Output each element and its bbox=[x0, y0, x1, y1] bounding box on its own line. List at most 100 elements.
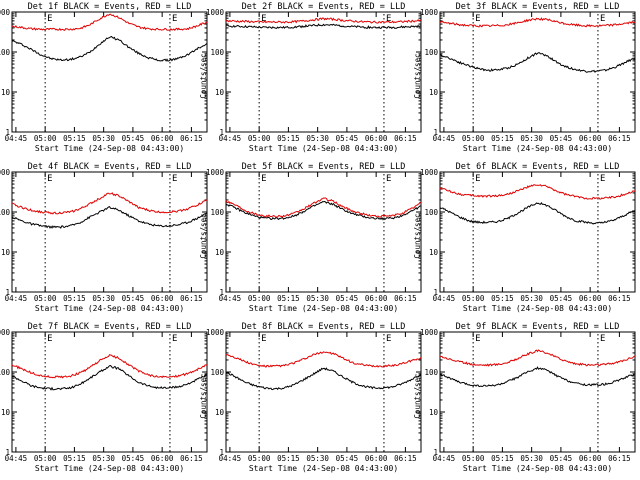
y-axis-label: Counts/sec bbox=[413, 373, 422, 418]
detector-panel: Det 5f BLACK = Events, RED = LLD 1 10 100 10… bbox=[199, 162, 422, 313]
event-marker-label: E bbox=[261, 14, 266, 24]
x-tick-label: 05:15 bbox=[277, 454, 300, 463]
y-tick-label: 1000 bbox=[420, 8, 439, 17]
x-tick-label: 05:00 bbox=[462, 294, 485, 303]
x-tick-label: 05:30 bbox=[306, 294, 329, 303]
x-tick-label: 05:00 bbox=[34, 454, 57, 463]
lld-series-line bbox=[11, 192, 208, 215]
lld-series-line bbox=[11, 13, 208, 31]
y-tick-label: 10 bbox=[429, 248, 439, 257]
x-tick-label: 04:45 bbox=[219, 294, 242, 303]
x-tick-label: 06:00 bbox=[579, 294, 602, 303]
x-tick-label: 06:15 bbox=[180, 454, 203, 463]
events-series-line bbox=[226, 367, 422, 391]
lld-series-line bbox=[225, 17, 422, 24]
x-tick-label: 05:30 bbox=[520, 134, 543, 143]
y-tick-label: 1000 bbox=[206, 328, 225, 337]
x-tick-label: 06:00 bbox=[365, 134, 388, 143]
y-tick-label: 100 bbox=[210, 48, 224, 57]
x-tick-label: 05:00 bbox=[462, 454, 485, 463]
y-tick-label: 100 bbox=[424, 48, 438, 57]
events-series-line bbox=[439, 202, 636, 225]
x-tick-label: 05:00 bbox=[462, 134, 485, 143]
lld-series-line bbox=[440, 349, 636, 367]
x-tick-label: 05:30 bbox=[306, 134, 329, 143]
x-axis-label: Start Time (24-Sep-08 04:43:00) bbox=[249, 144, 398, 153]
x-tick-label: 05:30 bbox=[306, 454, 329, 463]
y-tick-label: 100 bbox=[210, 208, 224, 217]
panel-title: Det 9f BLACK = Events, RED = LLD bbox=[456, 322, 620, 332]
x-tick-label: 05:15 bbox=[491, 134, 514, 143]
plot-frame bbox=[225, 171, 422, 293]
detector-panel: Det 1f BLACK = Events, RED = LLD 1 10 100 10… bbox=[0, 2, 208, 153]
x-tick-label: 06:00 bbox=[365, 454, 388, 463]
x-tick-label: 06:15 bbox=[394, 134, 417, 143]
y-tick-label: 10 bbox=[1, 88, 11, 97]
x-tick-label: 05:00 bbox=[248, 454, 271, 463]
y-tick-label: 1 bbox=[433, 448, 438, 457]
event-marker-label: E bbox=[386, 174, 391, 184]
y-tick-label: 10 bbox=[429, 408, 439, 417]
x-tick-label: 05:15 bbox=[491, 294, 514, 303]
y-tick-label: 10 bbox=[1, 408, 11, 417]
event-marker-label: E bbox=[172, 174, 177, 184]
x-tick-label: 05:15 bbox=[63, 454, 86, 463]
plot-frame bbox=[439, 331, 636, 453]
y-tick-label: 1000 bbox=[206, 8, 225, 17]
y-tick-label: 1000 bbox=[420, 168, 439, 177]
y-axis-label: Counts/sec bbox=[413, 213, 422, 258]
panel-title: Det 4f BLACK = Events, RED = LLD bbox=[28, 162, 192, 172]
events-series-line bbox=[11, 35, 208, 62]
detector-panel: Det 9f BLACK = Events, RED = LLD 1 10 100 10… bbox=[413, 322, 636, 473]
x-tick-label: 05:15 bbox=[277, 294, 300, 303]
x-axis-label: Start Time (24-Sep-08 04:43:00) bbox=[35, 464, 184, 473]
event-marker-label: E bbox=[261, 334, 266, 344]
x-tick-label: 05:45 bbox=[336, 134, 359, 143]
events-series-line bbox=[225, 200, 422, 221]
x-tick-label: 06:15 bbox=[394, 294, 417, 303]
x-tick-label: 04:45 bbox=[5, 134, 28, 143]
lld-series-line bbox=[439, 17, 636, 28]
detector-panel: Det 8f BLACK = Events, RED = LLD 1 10 100 10… bbox=[199, 322, 422, 473]
x-tick-label: 04:45 bbox=[5, 454, 28, 463]
event-marker-label: E bbox=[172, 14, 177, 24]
y-tick-label: 10 bbox=[215, 408, 225, 417]
x-axis-label: Start Time (24-Sep-08 04:43:00) bbox=[249, 464, 398, 473]
y-tick-label: 1000 bbox=[206, 168, 225, 177]
x-tick-label: 05:15 bbox=[63, 134, 86, 143]
plot-frame bbox=[439, 171, 636, 293]
y-tick-label: 100 bbox=[0, 48, 10, 57]
plot-frame bbox=[225, 11, 422, 133]
x-tick-label: 05:00 bbox=[34, 294, 57, 303]
x-tick-label: 06:15 bbox=[394, 454, 417, 463]
x-tick-label: 05:15 bbox=[63, 294, 86, 303]
plot-frame bbox=[11, 11, 208, 133]
x-tick-label: 06:15 bbox=[180, 134, 203, 143]
events-series-line bbox=[439, 366, 636, 388]
x-tick-label: 04:45 bbox=[219, 134, 242, 143]
y-tick-label: 10 bbox=[215, 88, 225, 97]
lld-series-line bbox=[11, 354, 208, 379]
x-tick-label: 06:00 bbox=[365, 294, 388, 303]
x-tick-label: 06:00 bbox=[151, 454, 174, 463]
x-tick-label: 06:15 bbox=[608, 134, 631, 143]
lld-series-line bbox=[225, 197, 422, 218]
x-axis-label: Start Time (24-Sep-08 04:43:00) bbox=[35, 144, 184, 153]
event-marker-label: E bbox=[475, 14, 480, 24]
panel-title: Det 3f BLACK = Events, RED = LLD bbox=[456, 2, 620, 12]
event-marker-label: E bbox=[172, 334, 177, 344]
event-marker-label: E bbox=[600, 14, 605, 24]
x-tick-label: 05:30 bbox=[520, 294, 543, 303]
detector-panel: Det 4f BLACK = Events, RED = LLD 1 10 100 10… bbox=[0, 162, 208, 313]
x-tick-label: 06:00 bbox=[579, 454, 602, 463]
x-tick-label: 06:00 bbox=[151, 134, 174, 143]
x-tick-label: 04:45 bbox=[5, 294, 28, 303]
plot-frame bbox=[11, 331, 208, 453]
x-tick-label: 05:30 bbox=[92, 134, 115, 143]
y-tick-label: 1 bbox=[5, 288, 10, 297]
y-axis-label: Counts/sec bbox=[199, 213, 208, 258]
event-marker-label: E bbox=[600, 174, 605, 184]
panel-title: Det 5f BLACK = Events, RED = LLD bbox=[242, 162, 406, 172]
y-tick-label: 10 bbox=[1, 248, 11, 257]
x-tick-label: 05:00 bbox=[248, 134, 271, 143]
